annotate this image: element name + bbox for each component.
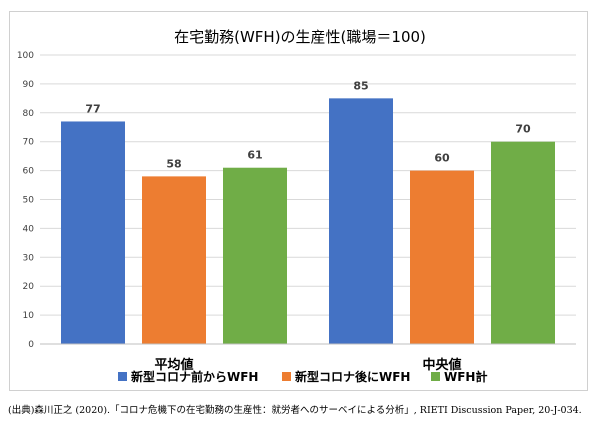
chart-frame: 在宅勤務(WFH)の生産性(職場＝100) 0 10 20 30 40 50 60 70 80 9… [9,11,588,391]
bars [61,98,555,344]
x-axis: 平均値 中央値 [40,343,576,373]
legend-swatch [118,372,127,381]
y-tick-label: 10 [23,311,35,321]
y-axis: 0 10 20 30 40 50 60 70 80 90 100 [17,51,34,350]
y-tick-label: 70 [23,138,35,148]
legend: 新型コロナ前からWFH 新型コロナ後にWFH WFH計 [118,369,487,384]
bar [61,121,125,344]
bar [329,98,393,344]
data-label: 60 [434,152,450,165]
data-label: 85 [353,79,368,92]
y-tick-label: 90 [23,80,35,90]
data-label: 61 [247,149,262,162]
y-tick-label: 30 [23,253,35,263]
y-tick-label: 0 [28,340,34,350]
grid-lines [40,54,576,345]
y-tick-label: 100 [17,51,34,61]
bar [142,176,206,344]
bar [223,167,287,344]
category-label: 中央値 [422,357,461,373]
data-label: 70 [515,123,531,136]
y-tick-label: 40 [23,224,35,234]
data-label: 77 [85,102,100,115]
y-tick-label: 20 [23,282,35,292]
legend-label: 新型コロナ後にWFH [295,369,410,384]
y-tick-label: 50 [23,196,35,206]
bar-chart: 在宅勤務(WFH)の生産性(職場＝100) 0 10 20 30 40 50 60 70 80 9… [17,28,576,384]
y-tick-label: 60 [23,167,35,177]
bar [410,170,474,344]
category-label: 平均値 [154,357,193,373]
source-note: (出典)森川正之 (2020).「コロナ危機下の在宅勤務の生産性：就労者へのサー… [8,405,582,416]
data-label: 58 [166,157,181,170]
chart-title: 在宅勤務(WFH)の生産性(職場＝100) [174,28,426,46]
legend-swatch [431,372,440,381]
legend-label: WFH計 [444,369,487,384]
legend-label: 新型コロナ前からWFH [131,369,258,384]
bar [491,141,555,344]
legend-swatch [282,372,291,381]
y-tick-label: 80 [23,109,35,119]
data-labels: 77 58 61 85 60 70 [85,79,531,170]
